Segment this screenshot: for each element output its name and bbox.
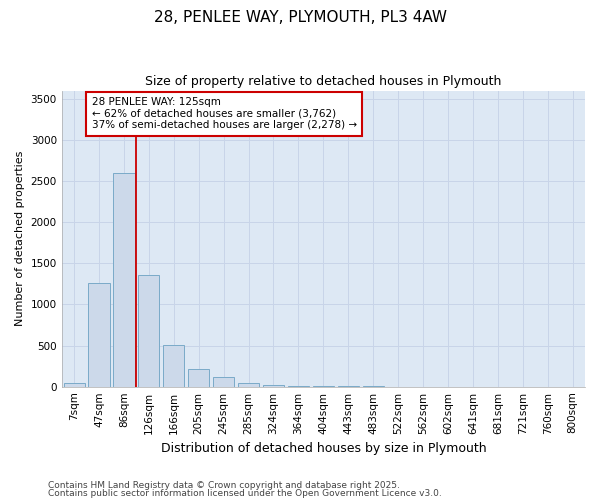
Bar bbox=[263, 385, 284, 386]
Bar bbox=[163, 345, 184, 387]
Bar bbox=[113, 173, 134, 386]
Bar bbox=[238, 382, 259, 386]
Bar bbox=[138, 275, 160, 386]
Title: Size of property relative to detached houses in Plymouth: Size of property relative to detached ho… bbox=[145, 75, 502, 88]
Bar bbox=[188, 369, 209, 386]
Y-axis label: Number of detached properties: Number of detached properties bbox=[15, 151, 25, 326]
X-axis label: Distribution of detached houses by size in Plymouth: Distribution of detached houses by size … bbox=[161, 442, 486, 455]
Bar bbox=[213, 377, 234, 386]
Text: Contains public sector information licensed under the Open Government Licence v3: Contains public sector information licen… bbox=[48, 488, 442, 498]
Bar bbox=[64, 382, 85, 386]
Text: 28, PENLEE WAY, PLYMOUTH, PL3 4AW: 28, PENLEE WAY, PLYMOUTH, PL3 4AW bbox=[154, 10, 446, 25]
Bar bbox=[88, 284, 110, 387]
Text: Contains HM Land Registry data © Crown copyright and database right 2025.: Contains HM Land Registry data © Crown c… bbox=[48, 481, 400, 490]
Text: 28 PENLEE WAY: 125sqm
← 62% of detached houses are smaller (3,762)
37% of semi-d: 28 PENLEE WAY: 125sqm ← 62% of detached … bbox=[92, 97, 356, 130]
